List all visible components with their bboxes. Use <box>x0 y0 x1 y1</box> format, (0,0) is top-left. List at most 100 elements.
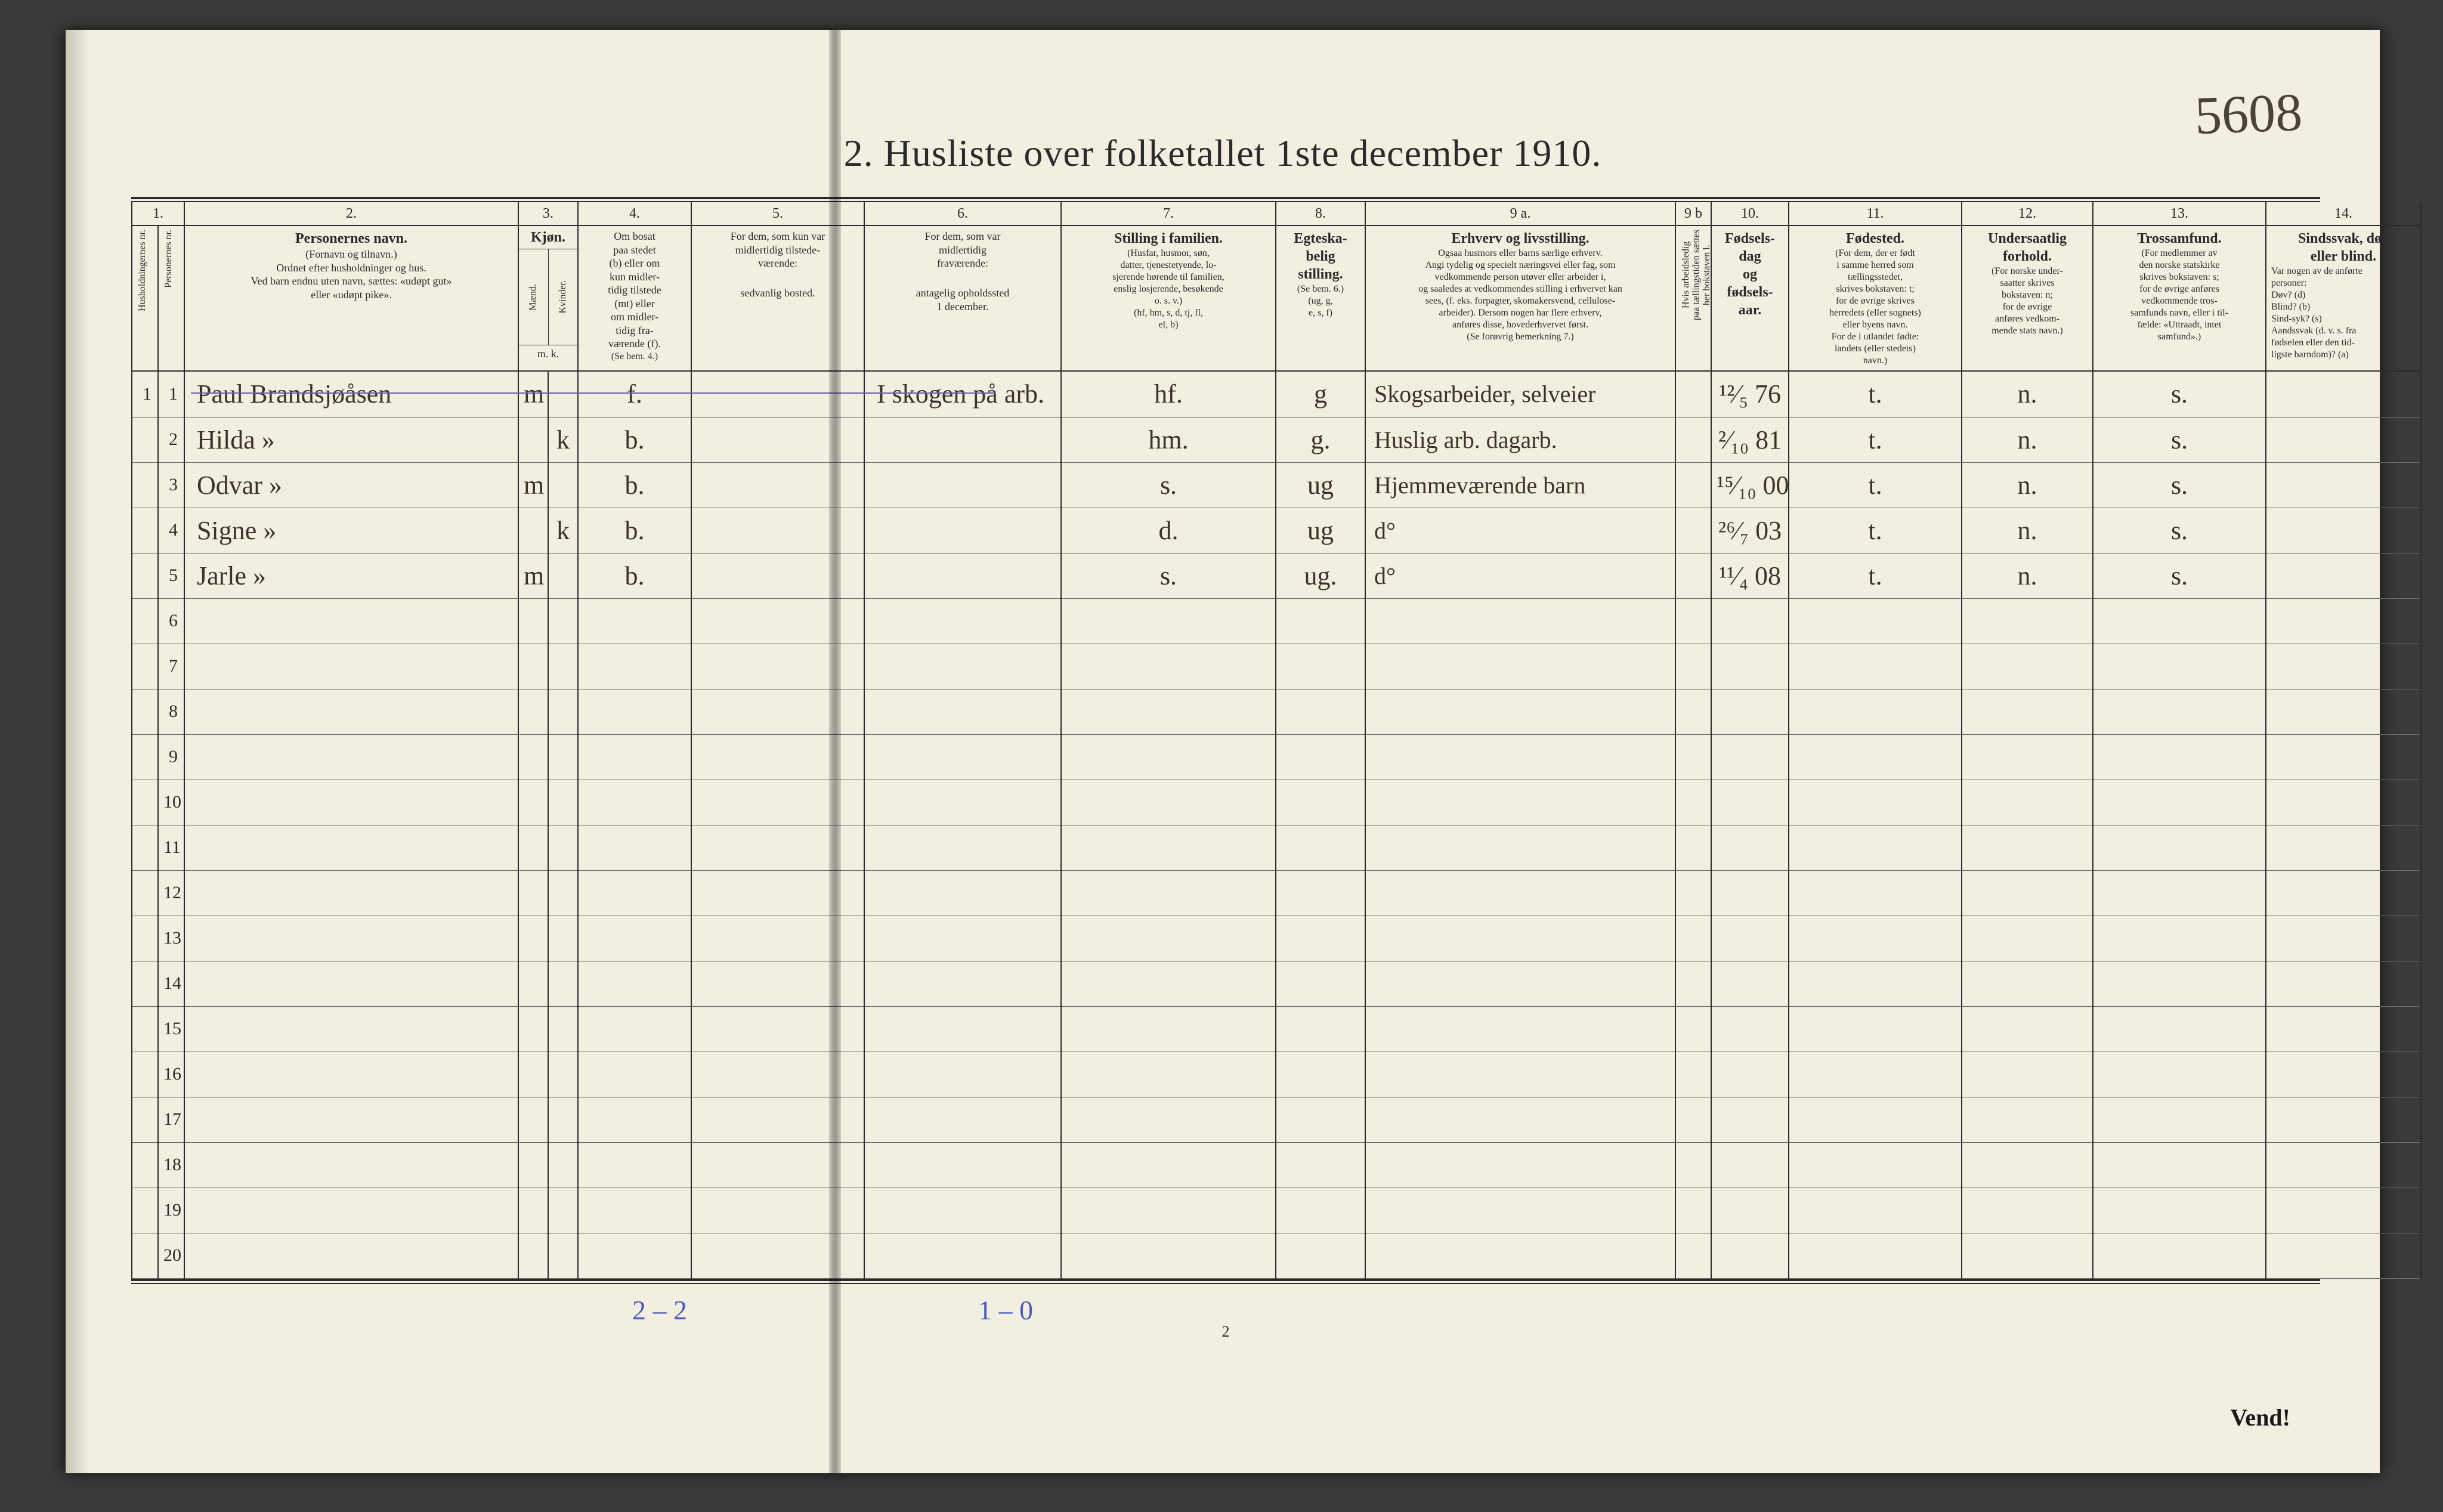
purple-strike-line <box>191 392 996 394</box>
cell-12: n. <box>1962 462 2093 508</box>
cell-14 <box>2266 508 2421 553</box>
hdr-kjon: Kjøn. Mænd. Kvinder. m. k. <box>518 225 578 371</box>
cell-hush <box>132 417 158 462</box>
hdr-num-6: 6. <box>864 202 1061 225</box>
cell-9a: Hjemmeværende barn <box>1365 462 1675 508</box>
cell-pers: 19 <box>158 1188 184 1233</box>
cell-6 <box>864 462 1061 508</box>
cell-pers: 4 <box>158 508 184 553</box>
table-row-empty: 13 <box>132 916 2421 961</box>
cell-pers: 8 <box>158 689 184 734</box>
cell-navn: Hilda » <box>184 417 518 462</box>
cell-9b <box>1675 462 1711 508</box>
tally-1-0: 1 – 0 <box>978 1294 1033 1326</box>
hdr-14: Sindssvak, døv eller blind. Var nogen av… <box>2266 225 2421 371</box>
table-row-empty: 19 <box>132 1188 2421 1233</box>
cell-pers: 2 <box>158 417 184 462</box>
table-row: 2Hilda »kb.hm.g.Huslig arb. dagarb.²⁄₁₀ … <box>132 417 2421 462</box>
cell-bosat: b. <box>578 508 691 553</box>
cell-pers: 13 <box>158 916 184 961</box>
cell-navn: Odvar » <box>184 462 518 508</box>
table-row: 5Jarle »mb.s.ug.d°¹¹⁄₄ 08t.n.s. <box>132 553 2421 598</box>
hdr-8: Egteska- belig stilling. (Se bem. 6.) (u… <box>1276 225 1365 371</box>
cell-12: n. <box>1962 508 2093 553</box>
cell-k: k <box>548 417 578 462</box>
cell-pers: 10 <box>158 780 184 825</box>
cell-13: s. <box>2093 417 2266 462</box>
cell-pers: 17 <box>158 1097 184 1142</box>
cell-10: ²⁶⁄₇ 03 <box>1711 508 1789 553</box>
cell-11: t. <box>1789 553 1962 598</box>
cell-hush <box>132 1052 158 1097</box>
bottom-rule <box>131 1279 2320 1284</box>
hdr-num-9a: 9 a. <box>1365 202 1675 225</box>
cell-bosat: b. <box>578 462 691 508</box>
cell-7: d. <box>1061 508 1276 553</box>
hdr-13: Trossamfund. (For medlemmer av den norsk… <box>2093 225 2266 371</box>
cell-pers: 11 <box>158 825 184 870</box>
table-row: 4Signe »kb.d.ugd°²⁶⁄₇ 03t.n.s. <box>132 508 2421 553</box>
cell-8: g. <box>1276 417 1365 462</box>
cell-pers: 1 <box>158 372 184 417</box>
cell-7: s. <box>1061 462 1276 508</box>
cell-13: s. <box>2093 462 2266 508</box>
cell-10: ²⁄₁₀ 81 <box>1711 417 1789 462</box>
table-body: 11Paul Brandsjøåsenmf.I skogen på arb.hf… <box>131 372 2422 1279</box>
vend-label: Vend! <box>2230 1403 2290 1431</box>
cell-8: ug <box>1276 508 1365 553</box>
cell-9a: Huslig arb. dagarb. <box>1365 417 1675 462</box>
cell-navn: Signe » <box>184 508 518 553</box>
cell-8: g <box>1276 372 1365 417</box>
cell-pers: 16 <box>158 1052 184 1097</box>
hdr-pers: Personernes nr. <box>158 225 184 371</box>
hdr-bosat: Om bosat paa stedet (b) eller om kun mid… <box>578 225 691 371</box>
cell-8: ug <box>1276 462 1365 508</box>
hdr-num-1: 1. <box>132 202 184 225</box>
hdr-num-8: 8. <box>1276 202 1365 225</box>
cell-9b <box>1675 372 1711 417</box>
cell-hush <box>132 916 158 961</box>
cell-hush <box>132 689 158 734</box>
cell-navn: Paul Brandsjøåsen <box>184 372 518 417</box>
hdr-7: Stilling i familien. (Husfar, husmor, sø… <box>1061 225 1276 371</box>
cell-hush <box>132 1188 158 1233</box>
hdr-12: Undersaatlig forhold. (For norske under-… <box>1962 225 2093 371</box>
cell-10: ¹¹⁄₄ 08 <box>1711 553 1789 598</box>
printed-page-number: 2 <box>1222 1323 1230 1341</box>
table-row-empty: 7 <box>132 644 2421 689</box>
tally-2-2: 2 – 2 <box>632 1294 687 1326</box>
cell-pers: 3 <box>158 462 184 508</box>
cell-pers: 12 <box>158 870 184 916</box>
cell-9b <box>1675 553 1711 598</box>
cell-6: I skogen på arb. <box>864 372 1061 417</box>
cell-12: n. <box>1962 553 2093 598</box>
cell-hush <box>132 1097 158 1142</box>
hdr-9a: Erhverv og livsstilling. Ogsaa husmors e… <box>1365 225 1675 371</box>
cell-pers: 9 <box>158 734 184 780</box>
table-row-empty: 12 <box>132 870 2421 916</box>
hdr-6: For dem, som var midlertidig fraværende:… <box>864 225 1061 371</box>
census-table: 1. 2. 3. 4. 5. 6. 7. 8. 9 a. 9 b 10. 11.… <box>131 197 2320 1284</box>
cell-k: k <box>548 508 578 553</box>
table-row-empty: 8 <box>132 689 2421 734</box>
hdr-num-12: 12. <box>1962 202 2093 225</box>
cell-6 <box>864 508 1061 553</box>
cell-pers: 6 <box>158 598 184 644</box>
cell-pers: 18 <box>158 1142 184 1188</box>
cell-9a: Skogsarbeider, selveier <box>1365 372 1675 417</box>
book-spine <box>829 30 841 1473</box>
cell-pers: 15 <box>158 1006 184 1052</box>
cell-9a: d° <box>1365 553 1675 598</box>
hdr-navn: Personernes navn. (Fornavn og tilnavn.) … <box>184 225 518 371</box>
cell-13: s. <box>2093 372 2266 417</box>
table-row-empty: 17 <box>132 1097 2421 1142</box>
cell-9b <box>1675 508 1711 553</box>
table-header: 1. 2. 3. 4. 5. 6. 7. 8. 9 a. 9 b 10. 11.… <box>131 202 2422 372</box>
cell-hush <box>132 1142 158 1188</box>
cell-m <box>518 508 548 553</box>
cell-14 <box>2266 372 2421 417</box>
cell-k <box>548 372 578 417</box>
cell-bosat: f. <box>578 372 691 417</box>
cell-pers: 7 <box>158 644 184 689</box>
cell-11: t. <box>1789 462 1962 508</box>
